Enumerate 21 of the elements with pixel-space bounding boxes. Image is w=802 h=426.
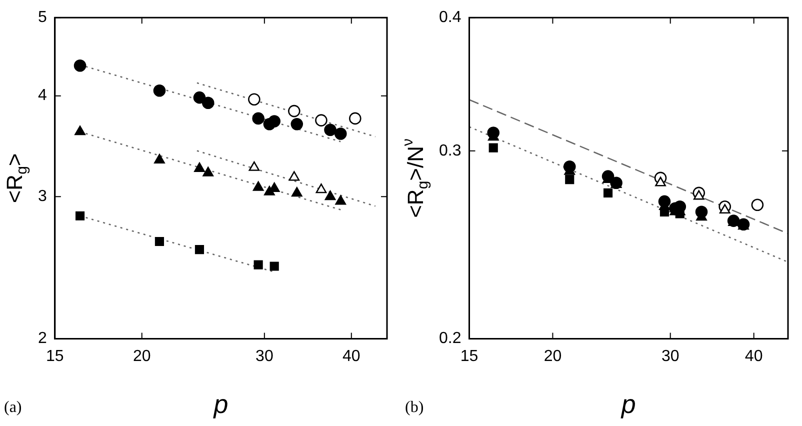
- x-axis-title: p: [620, 389, 636, 420]
- x-tick-label: 30: [256, 348, 274, 365]
- y-axis-title: <Rg>: [2, 153, 31, 204]
- y-tick-label: 0.2: [438, 330, 462, 348]
- y-axis-title: <Rg>/Nν: [399, 138, 432, 218]
- text: (b): [405, 399, 424, 416]
- text: (a): [4, 399, 22, 416]
- x-tick-label: 40: [342, 348, 360, 365]
- y-tick-label: 0.4: [438, 9, 462, 26]
- x-tick-label: 15: [460, 348, 478, 365]
- y-tick-label: 4: [38, 87, 47, 104]
- y-tick-label: 2: [38, 330, 47, 348]
- y-tick-label: 0.3: [438, 142, 462, 160]
- x-tick-label: 20: [544, 348, 562, 365]
- x-tick-label: 30: [661, 348, 680, 365]
- x-tick-label: 15: [46, 348, 64, 365]
- y-tick-label: 5: [38, 9, 47, 26]
- x-tick-label: 20: [132, 348, 151, 365]
- y-tick-label: 3: [38, 188, 47, 206]
- x-axis-title: p: [212, 389, 228, 420]
- x-tick-label: 40: [744, 348, 763, 365]
